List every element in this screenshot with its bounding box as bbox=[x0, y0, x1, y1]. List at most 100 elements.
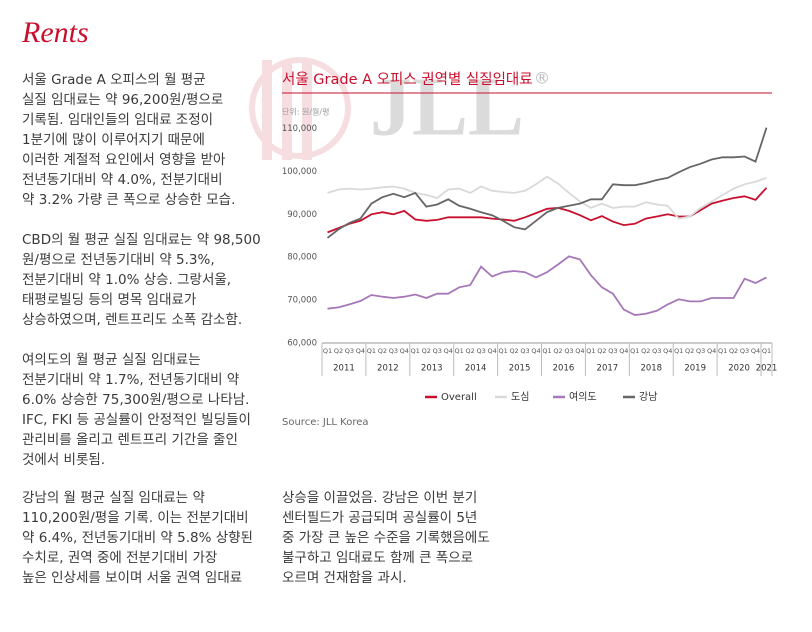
y-tick-label: 60,000 bbox=[287, 339, 317, 349]
x-tick-label: Q2 bbox=[378, 347, 387, 355]
y-tick-label: 90,000 bbox=[287, 210, 317, 220]
paragraph-line: 전년동기대비 약 4.0%, 전분기대비 bbox=[22, 172, 223, 188]
year-label: 2014 bbox=[465, 364, 487, 374]
legend-label: 강남 bbox=[639, 391, 657, 403]
x-tick-label: Q1 bbox=[542, 347, 551, 355]
paragraph-line: 높은 인상세를 보이며 서울 권역 임대료 bbox=[22, 570, 242, 586]
x-tick-label: Q2 bbox=[597, 347, 606, 355]
x-tick-label: Q4 bbox=[619, 347, 628, 355]
x-tick-label: Q3 bbox=[520, 347, 529, 355]
paragraph-line: 1분기에 많이 이루어지기 때문에 bbox=[22, 132, 205, 148]
paragraph-line: 태평로빌딩 등의 명목 임대료가 bbox=[22, 292, 196, 308]
paragraph-line: 실질 임대료는 약 96,200원/평으로 bbox=[22, 92, 223, 108]
paragraph-line: 중 가장 큰 높은 수준을 기록했음에도 bbox=[282, 530, 490, 546]
y-tick-label: 110,000 bbox=[282, 124, 317, 134]
x-tick-label: Q2 bbox=[509, 347, 518, 355]
x-tick-label: Q2 bbox=[466, 347, 475, 355]
x-tick-label: Q3 bbox=[477, 347, 486, 355]
unit-label: 단위: 원/월/평 bbox=[282, 107, 329, 117]
year-label: 2015 bbox=[509, 364, 531, 374]
x-tick-label: Q4 bbox=[400, 347, 409, 355]
x-tick-label: Q3 bbox=[696, 347, 705, 355]
x-tick-label: Q1 bbox=[762, 347, 771, 355]
x-tick-label: Q3 bbox=[740, 347, 749, 355]
year-label: 2013 bbox=[421, 364, 443, 374]
paragraph-line: 상승하였으며, 렌트프리도 소폭 감소함. bbox=[22, 312, 242, 328]
x-tick-label: Q2 bbox=[553, 347, 562, 355]
paragraph-line: 센터필드가 공급되며 공실률이 5년 bbox=[282, 510, 477, 526]
x-tick-label: Q4 bbox=[356, 347, 365, 355]
year-label: 2016 bbox=[553, 364, 575, 374]
paragraph-line: 약 6.4%, 전년동기대비 약 5.8% 상향된 bbox=[22, 530, 253, 546]
logo: JLL bbox=[370, 60, 524, 153]
y-tick-label: 80,000 bbox=[287, 253, 317, 263]
x-tick-label: Q1 bbox=[718, 347, 727, 355]
paragraph-line: 불구하고 임대료도 함께 큰 폭으로 bbox=[282, 550, 473, 566]
paragraph-line: 서울 Grade A 오피스의 월 평균 bbox=[22, 72, 206, 88]
paragraph-line: 관리비를 올리고 렌트프리 기간을 줄인 bbox=[22, 432, 238, 448]
y-tick-label: 100,000 bbox=[282, 167, 317, 177]
paragraph-line: IFC, FKI 등 공실률이 안정적인 빌딩들이 bbox=[22, 412, 251, 428]
x-tick-label: Q2 bbox=[641, 347, 650, 355]
source: Source: JLL Korea bbox=[282, 417, 369, 428]
year-label: 2021 bbox=[756, 364, 778, 374]
x-tick-label: Q1 bbox=[367, 347, 376, 355]
paragraph-line: 여의도의 월 평균 실질 임대료는 bbox=[22, 352, 201, 368]
x-tick-label: Q4 bbox=[487, 347, 496, 355]
x-tick-label: Q2 bbox=[422, 347, 431, 355]
legend-label: 여의도 bbox=[569, 391, 597, 403]
x-tick-label: Q3 bbox=[433, 347, 442, 355]
paragraph-line: 것에서 비롯됨. bbox=[22, 452, 105, 468]
x-tick-label: Q2 bbox=[685, 347, 694, 355]
page-title: Rents bbox=[21, 16, 89, 49]
x-tick-label: Q4 bbox=[751, 347, 760, 355]
x-tick-label: Q1 bbox=[411, 347, 420, 355]
paragraph-line: 이러한 계절적 요인에서 영향을 받아 bbox=[22, 152, 226, 168]
paragraph-line: CBD의 월 평균 실질 임대료는 약 98,500 bbox=[22, 232, 261, 248]
paragraph-line: 약 3.2% 가량 큰 폭으로 상승한 모습. bbox=[22, 192, 235, 208]
x-tick-label: Q4 bbox=[531, 347, 540, 355]
x-tick-label: Q4 bbox=[444, 347, 453, 355]
year-label: 2012 bbox=[377, 364, 399, 374]
year-label: 2019 bbox=[684, 364, 706, 374]
x-tick-label: Q3 bbox=[608, 347, 617, 355]
x-tick-label: Q1 bbox=[455, 347, 464, 355]
paragraph-line: 상승을 이끌었음. 강남은 이번 분기 bbox=[282, 490, 477, 506]
paragraph-line: 110,200원/평을 기록. 이는 전분기대비 bbox=[22, 510, 249, 526]
year-label: 2017 bbox=[597, 364, 619, 374]
x-tick-label: Q1 bbox=[586, 347, 595, 355]
x-tick-label: Q1 bbox=[674, 347, 683, 355]
x-tick-label: Q4 bbox=[707, 347, 716, 355]
paragraph-line: 전분기대비 약 1.0% 상승. 그랑서울, bbox=[22, 272, 231, 288]
x-tick-label: Q3 bbox=[389, 347, 398, 355]
x-tick-label: Q4 bbox=[575, 347, 584, 355]
paragraph-line: 6.0% 상승한 75,300원/평으로 나타남. bbox=[22, 392, 249, 408]
series-line bbox=[327, 175, 767, 220]
x-tick-label: Q1 bbox=[323, 347, 332, 355]
x-tick-label: Q3 bbox=[652, 347, 661, 355]
title-mark: ® bbox=[534, 69, 550, 88]
year-label: 2020 bbox=[728, 364, 750, 374]
x-tick-label: Q2 bbox=[334, 347, 343, 355]
x-tick-label: Q3 bbox=[345, 347, 354, 355]
x-tick-label: Q3 bbox=[564, 347, 573, 355]
legend-label: Overall bbox=[441, 392, 477, 403]
paragraph-line: 전분기대비 약 1.7%, 전년동기대비 약 bbox=[22, 372, 239, 388]
paragraph-line: 강남의 월 평균 실질 임대료는 약 bbox=[22, 490, 205, 506]
y-tick-label: 70,000 bbox=[287, 296, 317, 306]
x-tick-label: Q1 bbox=[498, 347, 507, 355]
x-tick-label: Q4 bbox=[663, 347, 672, 355]
paragraph-line: 수치로, 권역 중에 전분기대비 가장 bbox=[22, 550, 217, 566]
series-line bbox=[327, 255, 767, 317]
x-tick-label: Q1 bbox=[630, 347, 639, 355]
legend-label: 도심 bbox=[511, 391, 529, 403]
series-line bbox=[326, 127, 768, 239]
chart-title: 서울 Grade A 오피스 권역별 실질임대료 bbox=[282, 71, 533, 88]
paragraph-line: 오르며 건재함을 과시. bbox=[282, 570, 407, 586]
watermark: JLL bbox=[249, 57, 524, 160]
year-label: 2011 bbox=[333, 364, 355, 374]
paragraph-line: 원/평으로 전년동기대비 약 5.3%, bbox=[22, 252, 215, 268]
paragraph-line: 기록됨. 임대인들의 임대료 조정이 bbox=[22, 112, 213, 128]
x-tick-label: Q2 bbox=[729, 347, 738, 355]
